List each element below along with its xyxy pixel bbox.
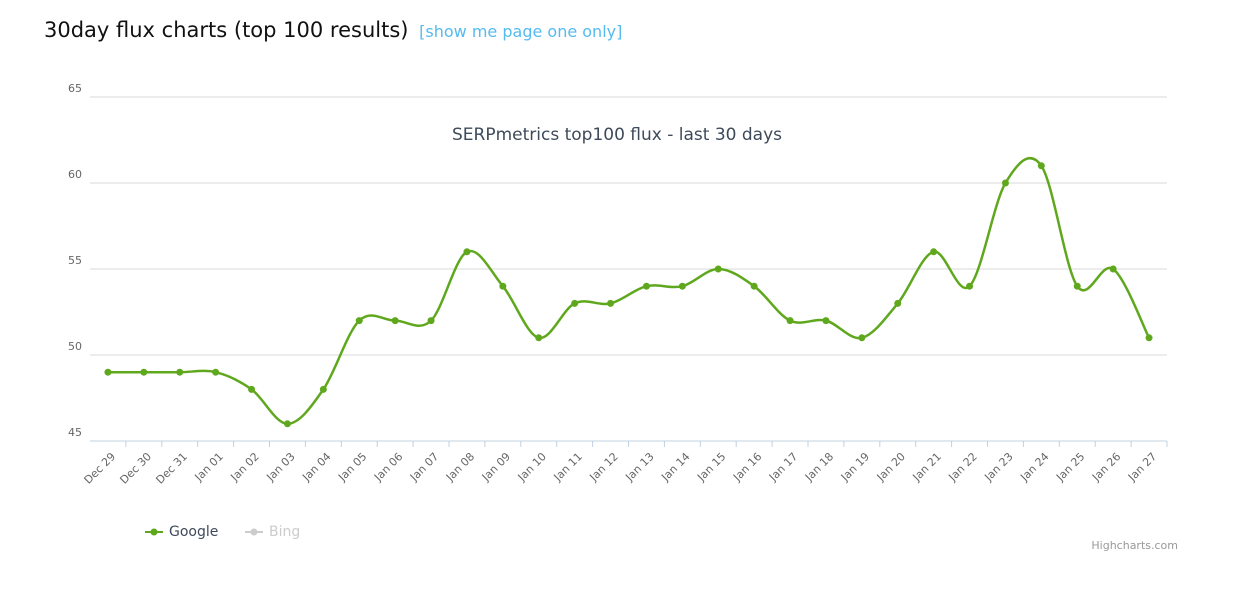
y-tick-label: 65	[68, 82, 82, 95]
point	[499, 282, 507, 290]
x-tick-label: Jan 17	[766, 450, 800, 484]
point	[535, 334, 543, 342]
x-tick-label: Jan 27	[1125, 450, 1159, 484]
x-tick-label: Jan 10	[515, 450, 549, 484]
x-tick-label: Jan 26	[1089, 450, 1123, 484]
point	[1073, 282, 1081, 290]
point	[750, 282, 758, 290]
x-tick-label: Dec 29	[82, 450, 119, 487]
x-tick-label: Jan 12	[587, 450, 621, 484]
x-tick-label: Jan 21	[910, 450, 944, 484]
point	[607, 299, 615, 307]
x-tick-label: Jan 08	[443, 450, 477, 484]
point	[930, 248, 938, 256]
point	[1109, 265, 1117, 273]
point	[1001, 179, 1009, 187]
y-tick-label: 60	[68, 168, 82, 181]
line	[107, 157, 1151, 426]
x-tick-label: Jan 16	[730, 450, 764, 484]
x-tick-label: Jan 05	[335, 450, 369, 484]
point	[858, 334, 866, 342]
point	[1145, 334, 1153, 342]
point	[319, 385, 327, 393]
point	[571, 299, 579, 307]
x-tick-label: Jan 13	[622, 450, 656, 484]
chart-title: SERPmetrics top100 flux - last 30 days	[452, 125, 782, 145]
x-tick-label: Jan 04	[299, 450, 333, 484]
point	[822, 317, 830, 325]
point	[212, 368, 220, 376]
x-tick-label: Jan 06	[371, 450, 405, 484]
x-tick-label: Jan 07	[407, 450, 441, 484]
y-tick-label: 50	[68, 340, 82, 353]
x-tick-label: Jan 15	[694, 450, 728, 484]
heading: 30day flux charts (top 100 results)	[44, 18, 409, 42]
point	[966, 282, 974, 290]
point	[391, 317, 399, 325]
point	[642, 282, 650, 290]
point	[427, 317, 435, 325]
x-tick-label: Jan 01	[192, 450, 226, 484]
x-tick-label: Jan 20	[874, 450, 908, 484]
legend-label: Google	[169, 524, 218, 540]
point	[678, 282, 686, 290]
point	[140, 368, 148, 376]
x-tick-label: Jan 14	[658, 450, 692, 484]
page-one-link[interactable]: [show me page one only]	[419, 22, 623, 41]
x-tick-label: Jan 03	[263, 450, 297, 484]
point	[355, 317, 363, 325]
y-tick-label: 55	[68, 254, 82, 267]
point	[176, 368, 184, 376]
point	[894, 299, 902, 307]
legend-marker	[150, 528, 158, 536]
x-tick-label: Jan 09	[479, 450, 513, 484]
point	[248, 385, 256, 393]
point	[463, 248, 471, 256]
x-tick-label: Jan 22	[946, 450, 980, 484]
x-tick-label: Jan 25	[1053, 450, 1087, 484]
point	[786, 317, 794, 325]
point	[714, 265, 722, 273]
legend-marker	[250, 528, 258, 536]
x-tick-label: Dec 30	[117, 450, 154, 487]
x-tick-label: Jan 23	[981, 450, 1015, 484]
legend-label: Bing	[269, 524, 300, 540]
x-tick-label: Jan 24	[1017, 450, 1051, 484]
point	[1037, 162, 1045, 170]
header: 30day flux charts (top 100 results) [sho…	[44, 18, 622, 42]
x-tick-label: Jan 19	[838, 450, 872, 484]
point	[104, 368, 112, 376]
point	[283, 420, 291, 428]
x-tick-label: Jan 18	[802, 450, 836, 484]
x-tick-label: Dec 31	[153, 450, 190, 487]
x-tick-label: Jan 02	[228, 450, 262, 484]
credits: Highcharts.com	[1091, 539, 1178, 552]
x-tick-label: Jan 11	[551, 450, 585, 484]
y-tick-label: 45	[68, 426, 82, 439]
